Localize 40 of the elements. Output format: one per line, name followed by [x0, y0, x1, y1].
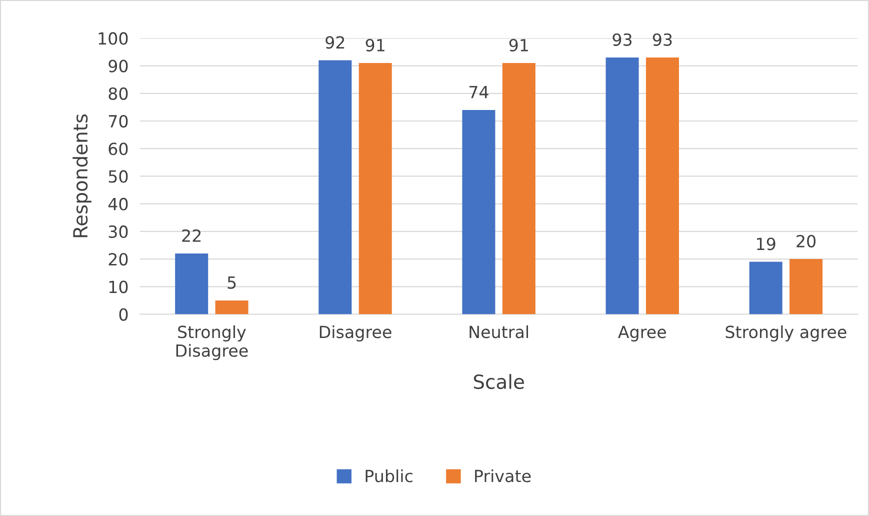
y-tick-label: 0	[119, 308, 128, 321]
y-tick-label: 70	[108, 114, 128, 128]
bar	[358, 63, 392, 314]
data-label: 20	[796, 234, 816, 248]
bar	[462, 110, 496, 314]
data-label: 74	[469, 86, 488, 98]
bar	[175, 254, 208, 314]
data-label: 91	[509, 38, 528, 52]
bar	[318, 60, 352, 314]
y-tick-label: 100	[98, 32, 128, 45]
x-tick-label: Agree	[618, 326, 666, 342]
bar	[790, 259, 823, 314]
data-label: 91	[366, 38, 384, 52]
bar	[215, 300, 248, 314]
x-tick-label: Strongly agree	[726, 325, 846, 342]
y-tick-label: 80	[108, 87, 128, 100]
bar	[749, 262, 782, 314]
bar	[646, 58, 679, 314]
y-tick-label: 20	[108, 252, 128, 266]
y-tick-label: 90	[108, 60, 128, 72]
data-label: 92	[326, 36, 344, 49]
y-tick-label: 40	[108, 198, 128, 210]
y-tick-label: 60	[108, 142, 128, 156]
data-label: 93	[652, 33, 672, 46]
x-tick-label: Neutral	[470, 325, 528, 338]
y-tick-label: 30	[108, 225, 128, 238]
y-tick-label: 50	[108, 170, 128, 183]
data-label: 93	[612, 33, 632, 46]
x-tick-label: Strongly Disagree	[176, 325, 248, 360]
x-axis-title: Scale	[474, 374, 524, 390]
data-label: 22	[182, 229, 201, 242]
x-tick-label: Disagree	[320, 325, 392, 342]
legend-label: Private	[475, 469, 531, 482]
bar	[502, 63, 536, 314]
data-label: 19	[757, 238, 776, 250]
bar	[606, 58, 639, 314]
y-axis-title: Respondents	[72, 114, 92, 238]
y-tick-label: 10	[109, 280, 128, 294]
legend-label: Public	[366, 469, 412, 482]
data-label: 5	[228, 276, 236, 289]
